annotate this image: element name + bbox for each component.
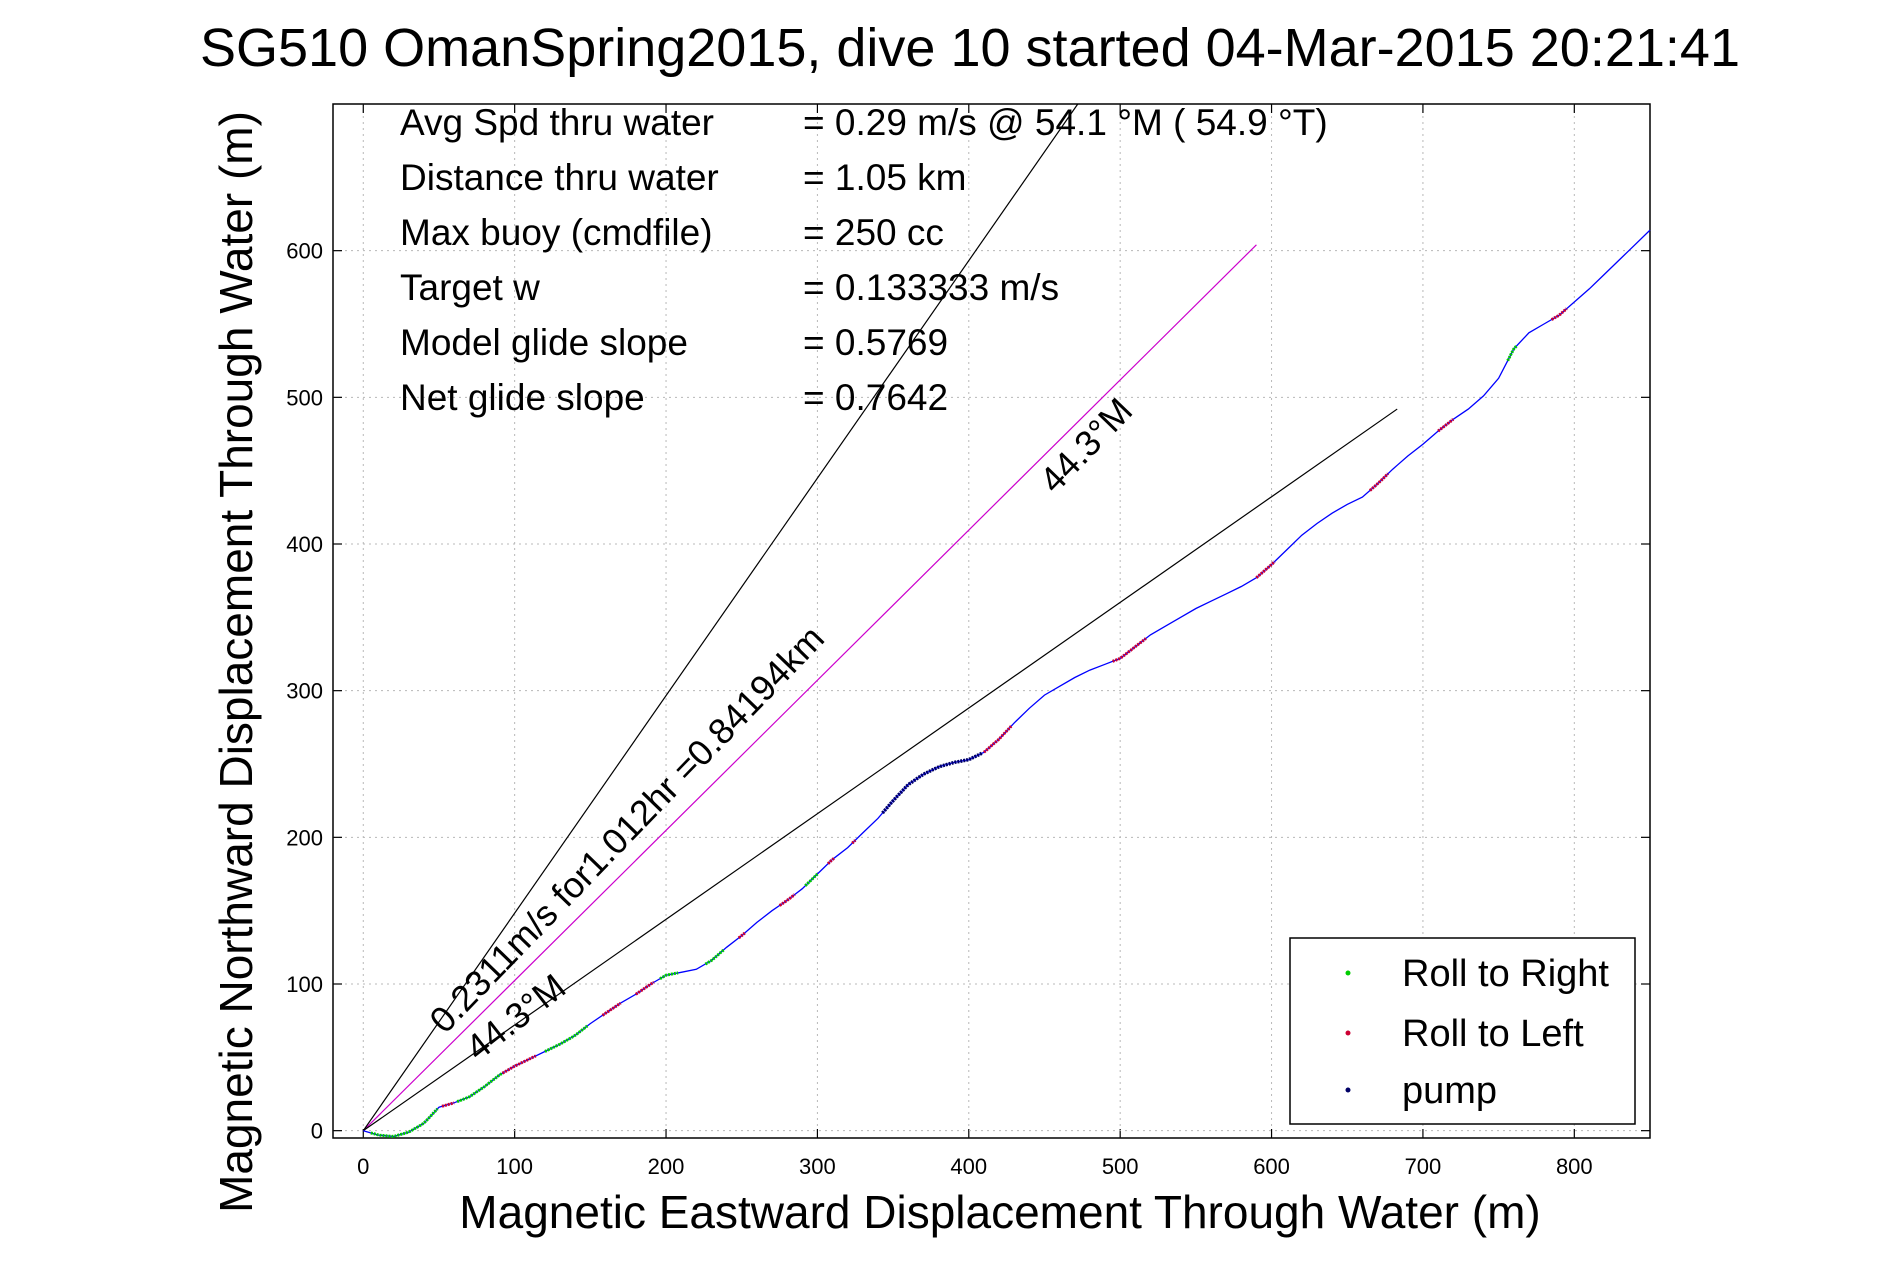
info-label: Max buoy (cmdfile)	[400, 212, 713, 253]
roll-right-markers	[704, 948, 725, 966]
legend-marker-pump	[1345, 1087, 1351, 1093]
info-value: = 0.29 m/s @ 54.1 °M ( 54.9 °T)	[803, 102, 1328, 143]
info-value: = 250 cc	[803, 212, 944, 253]
roll-left-markers	[778, 893, 796, 907]
roll-right-markers	[659, 971, 679, 981]
roll-left-markers	[1550, 307, 1568, 321]
roll-left-markers	[634, 980, 655, 996]
x-tick-label: 400	[950, 1154, 987, 1179]
roll-left-markers	[851, 839, 857, 845]
roll-left-markers	[501, 1054, 537, 1075]
info-value: = 1.05 km	[803, 157, 967, 198]
y-axis-label: Magnetic Northward Displacement Through …	[210, 111, 262, 1213]
info-label: Net glide slope	[400, 377, 645, 418]
roll-left-markers	[737, 931, 746, 940]
x-tick-label: 800	[1556, 1154, 1593, 1179]
x-tick-label: 300	[799, 1154, 836, 1179]
legend-marker-roll-left	[1345, 1030, 1351, 1036]
roll-left-markers	[1368, 472, 1390, 492]
pump-markers	[881, 751, 984, 815]
x-tick-label: 700	[1405, 1154, 1442, 1179]
y-tick-label: 600	[286, 239, 323, 264]
x-tick-label: 600	[1253, 1154, 1290, 1179]
info-label: Target w	[400, 267, 540, 308]
roll-left-markers	[441, 1101, 455, 1108]
y-tick-label: 400	[286, 532, 323, 557]
roll-right-markers	[370, 1107, 439, 1138]
roll-left-markers	[1112, 637, 1147, 663]
legend-roll-left: Roll to Left	[1402, 1013, 1584, 1055]
plot-area: 0 100 200 300 400 500 600 700 800 0 100 200 300 400 50…	[286, 103, 1651, 1179]
info-value: = 0.7642	[803, 377, 948, 418]
y-tick-label: 0	[311, 1119, 323, 1144]
roll-left-markers	[982, 725, 1013, 754]
x-tick-label: 100	[496, 1154, 533, 1179]
info-label: Avg Spd thru water	[400, 102, 714, 143]
x-tick-label: 200	[648, 1154, 685, 1179]
y-tick-label: 300	[286, 679, 323, 704]
legend: Roll to Right Roll to Left pump	[1289, 937, 1636, 1125]
info-value: = 0.133333 m/s	[803, 267, 1059, 308]
reference-line	[362, 408, 1398, 1132]
legend-pump: pump	[1402, 1070, 1497, 1112]
x-axis-label: Magnetic Eastward Displacement Through W…	[459, 1186, 1540, 1238]
roll-right-markers	[544, 1024, 589, 1053]
roll-left-markers	[601, 1001, 622, 1017]
legend-roll-right: Roll to Right	[1402, 953, 1609, 995]
roll-right-markers	[456, 1071, 504, 1104]
roll-left-markers	[1437, 418, 1455, 433]
reference-line	[362, 244, 1257, 1132]
x-tick-label: 500	[1102, 1154, 1139, 1179]
x-tick-label: 0	[357, 1154, 369, 1179]
info-label: Distance thru water	[400, 157, 719, 198]
info-value: = 0.5769	[803, 322, 948, 363]
roll-right-markers	[1506, 344, 1518, 362]
y-tick-label: 100	[286, 972, 323, 997]
chart-title: SG510 OmanSpring2015, dive 10 started 04…	[200, 18, 1740, 78]
info-block: Avg Spd thru water = 0.29 m/s @ 54.1 °M (…	[400, 102, 1328, 418]
legend-marker-roll-right	[1345, 970, 1351, 976]
reference-line	[362, 103, 1079, 1132]
roll-left-markers	[826, 857, 836, 865]
y-tick-label: 500	[286, 385, 323, 410]
roll-left-markers	[1255, 560, 1276, 579]
info-label: Model glide slope	[400, 322, 688, 363]
y-tick-label: 200	[286, 825, 323, 850]
